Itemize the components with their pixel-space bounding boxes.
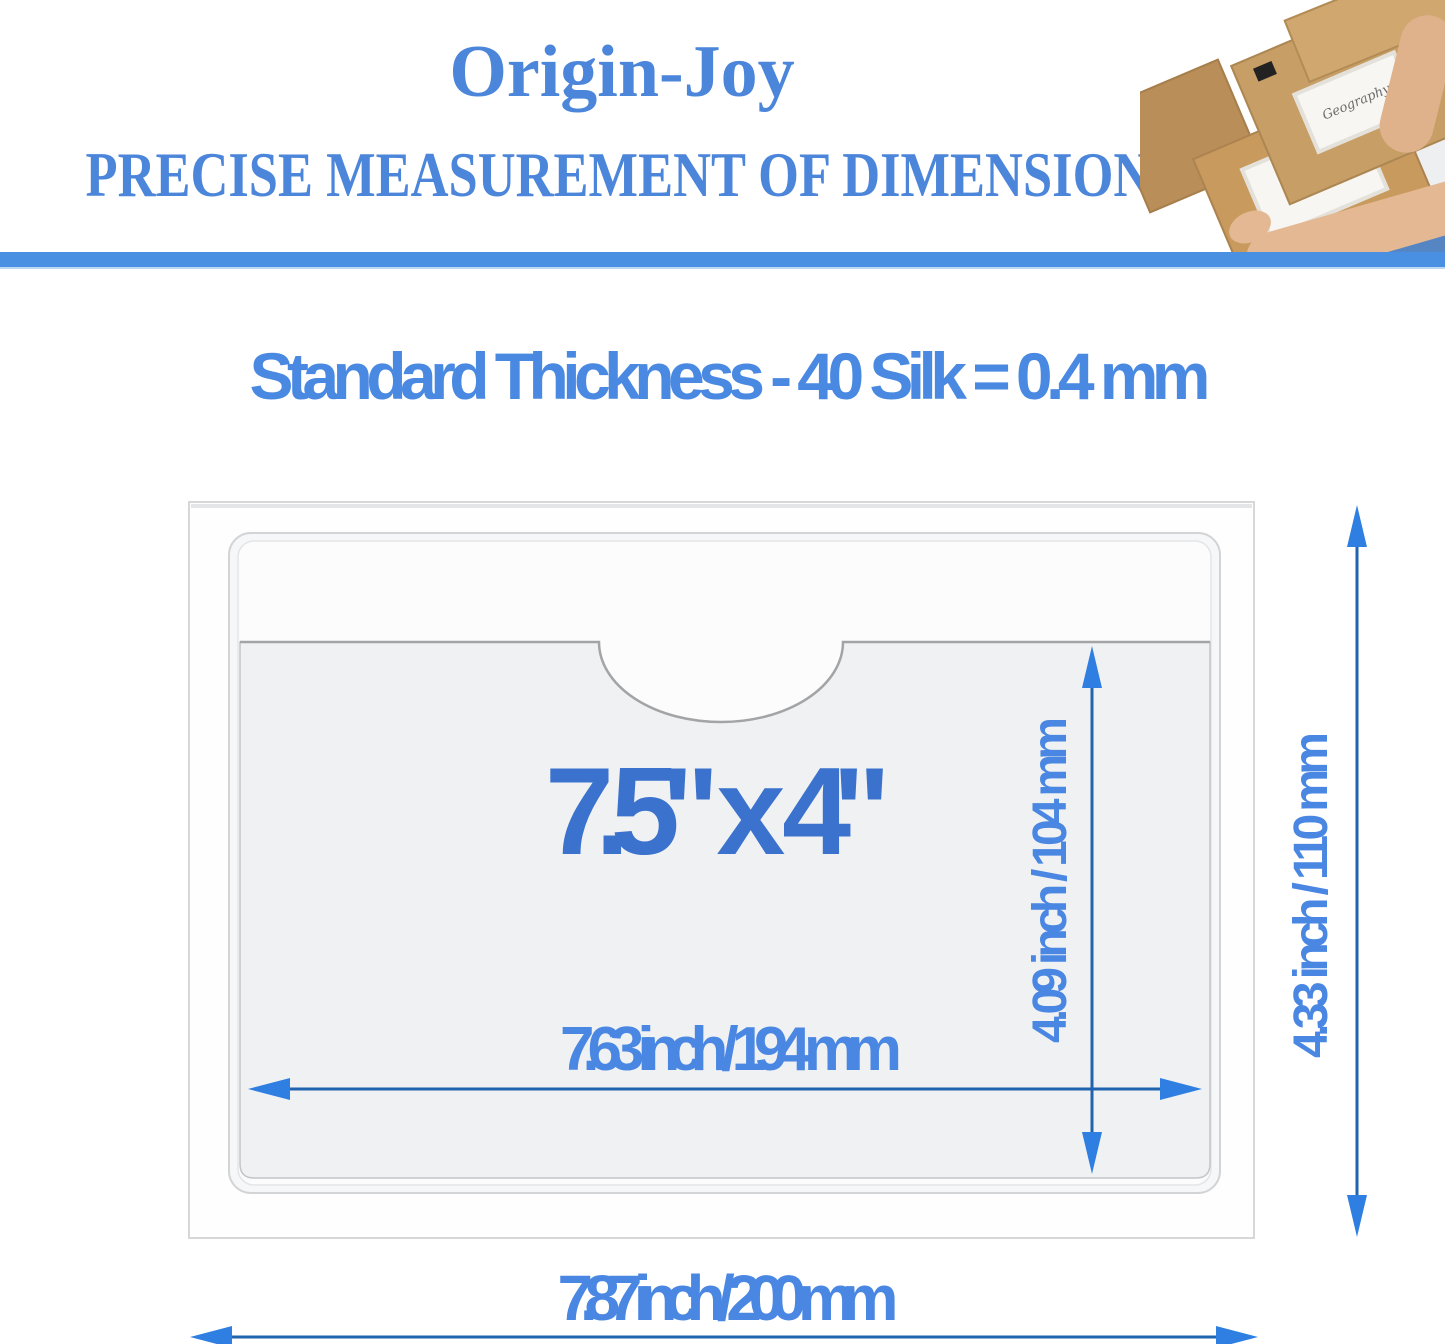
pocket-size-label: 7.5" x 4"	[545, 743, 891, 881]
outer-height-arrow	[1347, 505, 1367, 1237]
brand-tagline-text: PRECISE MEASUREMENT OF DIMENSIONS	[85, 139, 1181, 210]
outer-width-arrow	[190, 1326, 1258, 1344]
outer-height-label: 4.33 inch / 110 mm	[1285, 732, 1338, 1058]
brand-tagline: PRECISE MEASUREMENT OF DIMENSIONS	[0, 136, 1301, 214]
header-divider-bar	[0, 252, 1445, 269]
inner-height-label: 4.09 inch / 104 mm	[1024, 717, 1077, 1043]
boxes-photo: Physics Geography	[1140, 0, 1445, 252]
inner-width-arrow	[248, 1078, 1202, 1100]
thickness-title: Standard Thickness - 40 Silk = 0.4 mm	[250, 339, 1211, 413]
pocket-notch-edge	[240, 640, 1210, 724]
inner-width-label: 7.63 inch / 194 mm	[560, 1015, 902, 1084]
inner-height-arrow	[1082, 646, 1102, 1174]
outer-width-label: 7.87 inch / 200 mm	[558, 1262, 899, 1334]
brand-title: Origin-Joy	[449, 31, 795, 113]
